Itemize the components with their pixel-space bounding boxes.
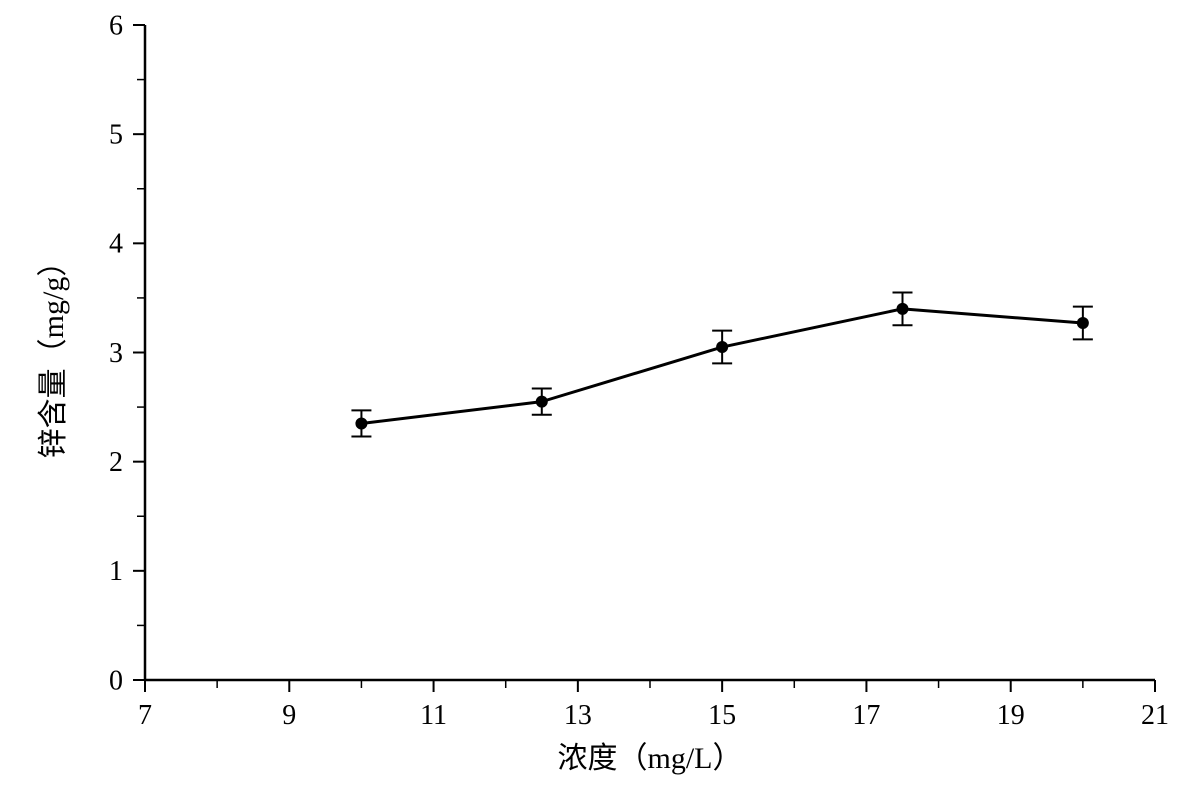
svg-text:1: 1 — [109, 556, 123, 587]
svg-text:0: 0 — [109, 665, 123, 696]
chart-svg: 7 9 11 13 15 17 19 21 0 1 2 3 4 5 6 浓度（mg/L） 锌含量（mg/g） — [0, 0, 1187, 792]
svg-text:2: 2 — [109, 447, 123, 478]
svg-text:3: 3 — [109, 338, 123, 369]
svg-text:11: 11 — [420, 700, 447, 731]
svg-text:4: 4 — [109, 229, 123, 260]
svg-text:5: 5 — [109, 120, 123, 151]
svg-text:17: 17 — [852, 700, 880, 731]
svg-text:6: 6 — [109, 10, 123, 41]
svg-text:7: 7 — [138, 700, 152, 731]
svg-text:浓度（mg/L）: 浓度（mg/L） — [558, 742, 743, 775]
svg-text:13: 13 — [564, 700, 592, 731]
svg-text:21: 21 — [1141, 700, 1169, 731]
svg-text:19: 19 — [997, 700, 1025, 731]
chart-container: 7 9 11 13 15 17 19 21 0 1 2 3 4 5 6 浓度（mg/L） 锌含量（mg/g） — [0, 0, 1187, 792]
svg-text:15: 15 — [708, 700, 736, 731]
svg-text:9: 9 — [282, 700, 296, 731]
svg-text:锌含量（mg/g）: 锌含量（mg/g） — [37, 247, 70, 459]
